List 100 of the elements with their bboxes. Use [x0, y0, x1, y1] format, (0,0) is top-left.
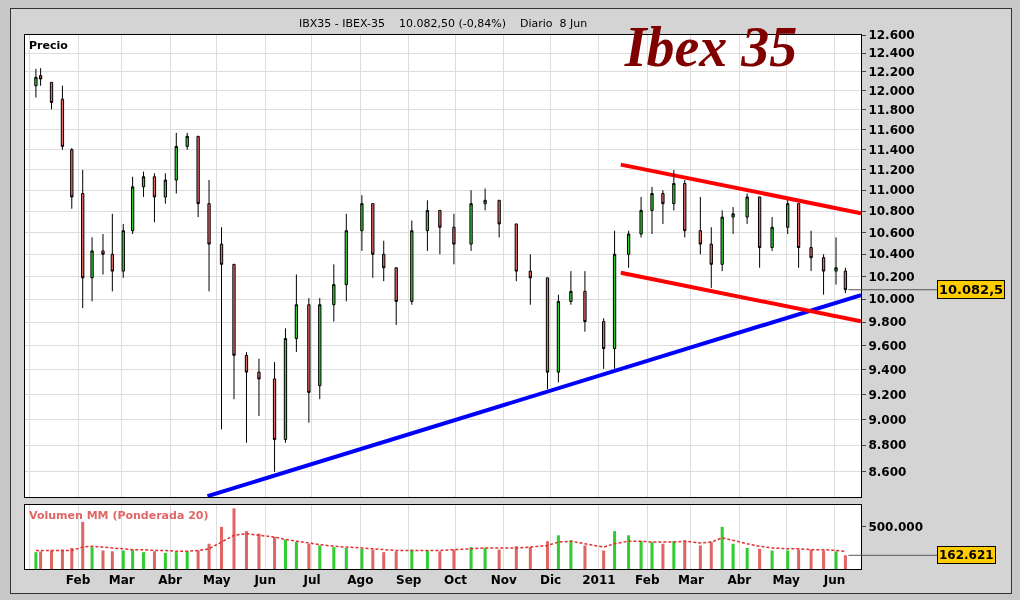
- x-tick-label: Dic: [540, 573, 562, 588]
- candlestick: [786, 199, 790, 235]
- y-tick-label: 9.600: [868, 338, 907, 353]
- candlestick: [796, 203, 801, 269]
- candlestick: [318, 297, 322, 400]
- bar: [709, 542, 713, 569]
- candlestick: [438, 209, 442, 255]
- candlestick: [843, 267, 848, 294]
- bar: [786, 550, 790, 569]
- y-tick-label: 9.200: [868, 387, 907, 402]
- x-tick-label: Oct: [443, 573, 468, 588]
- candlestick: [382, 240, 386, 282]
- y-tick-label: 9.800: [868, 315, 907, 330]
- y-tick-label: 11.800: [868, 103, 915, 118]
- y-tick-label: 10.800: [868, 204, 915, 219]
- x-tick-label: Feb: [635, 573, 660, 588]
- bar: [307, 543, 311, 569]
- bar: [244, 531, 248, 569]
- bar: [602, 550, 606, 569]
- bar: [273, 537, 277, 569]
- candlestick: [141, 171, 146, 198]
- annotation: 162.621: [939, 548, 994, 562]
- candlestick: [307, 297, 311, 424]
- y-tick-label: 8.800: [868, 438, 907, 453]
- bar: [318, 545, 322, 569]
- bar: [142, 552, 146, 569]
- candlestick: [185, 132, 189, 151]
- bar: [758, 548, 762, 569]
- bar: [196, 550, 200, 569]
- candlestick: [49, 81, 54, 110]
- candlestick: [81, 169, 85, 309]
- x-tick-label: Abr: [727, 573, 752, 588]
- candlestick: [70, 147, 74, 210]
- candlestick: [483, 188, 487, 211]
- bar: [683, 540, 687, 569]
- candlestick: [602, 317, 606, 370]
- candlestick: [672, 169, 676, 211]
- bar: [131, 549, 135, 569]
- candlestick: [583, 270, 587, 333]
- y-tick-label: 9.400: [868, 363, 907, 378]
- bar: [569, 540, 573, 569]
- bar: [207, 543, 211, 569]
- bar: [371, 549, 375, 569]
- x-tick-label: Sep: [396, 573, 422, 588]
- y-axis-title: Precio: [29, 39, 69, 52]
- bar: [220, 526, 224, 569]
- bar: [639, 541, 643, 569]
- bar: [770, 550, 774, 569]
- bar: [39, 551, 43, 569]
- bar: [90, 547, 94, 569]
- bar: [360, 548, 364, 569]
- bar: [34, 552, 38, 569]
- bar: [672, 541, 676, 569]
- x-tick-label: Jul: [302, 573, 321, 588]
- bar: [425, 550, 429, 569]
- candlestick: [60, 85, 65, 151]
- candlestick: [770, 216, 774, 252]
- x-tick-label: Mar: [678, 573, 705, 588]
- x-tick-label: Jun: [822, 573, 846, 588]
- candlestick: [196, 135, 200, 218]
- candlestick: [294, 273, 299, 353]
- bar: [382, 552, 386, 569]
- y-tick-label: 9.000: [868, 412, 907, 427]
- bar: [661, 543, 665, 569]
- bar: [834, 551, 838, 569]
- y-tick-label: 10.600: [868, 225, 915, 240]
- bar: [720, 526, 724, 569]
- candlestick: [639, 196, 643, 238]
- bar: [394, 551, 398, 569]
- bar: [797, 549, 801, 569]
- candlestick: [110, 213, 114, 292]
- bar: [152, 551, 156, 569]
- candlestick: [163, 172, 168, 205]
- candlestick: [332, 263, 336, 323]
- y-tick-label: 11.200: [868, 162, 915, 177]
- candlestick: [130, 176, 135, 235]
- candlestick: [452, 213, 456, 265]
- x-tick-label: May: [772, 573, 801, 588]
- bar: [174, 552, 178, 569]
- bar: [121, 550, 125, 569]
- y-tick-label: 11.000: [868, 183, 915, 198]
- x-tick-label: Feb: [65, 573, 91, 588]
- candlestick: [152, 172, 157, 223]
- candlestick: [834, 236, 838, 286]
- bar: [232, 508, 236, 569]
- candlestick: [556, 294, 561, 383]
- candlestick: [207, 179, 211, 292]
- candlestick: [650, 186, 654, 235]
- candlestick: [545, 277, 550, 390]
- x-tick-label: Jun: [253, 573, 276, 588]
- bar: [332, 547, 336, 569]
- bar: [556, 535, 560, 569]
- x-tick-label: Nov: [490, 573, 518, 588]
- candlestick: [720, 209, 724, 272]
- y-tick-label: 500.000: [868, 520, 924, 535]
- bar: [809, 549, 813, 569]
- bar: [731, 543, 735, 569]
- bar: [110, 551, 114, 569]
- candlestick: [344, 213, 348, 302]
- candlestick: [731, 206, 735, 235]
